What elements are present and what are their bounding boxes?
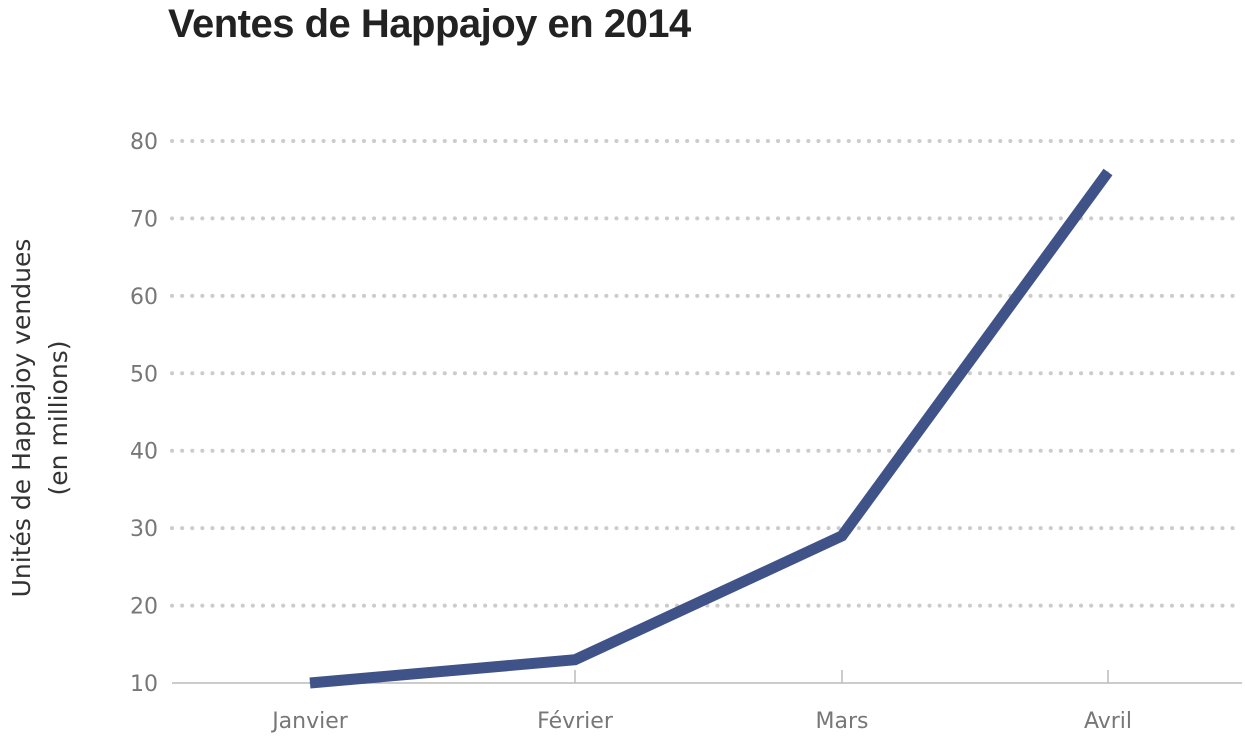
data-point xyxy=(1107,171,1109,173)
y-tick-label: 60 xyxy=(130,285,158,310)
y-tick-label: 40 xyxy=(130,440,158,465)
series-line xyxy=(309,168,1113,689)
chart-title: Ventes de Happajoy en 2014 xyxy=(168,2,691,46)
x-tick-label: Avril xyxy=(1084,709,1132,734)
data-point xyxy=(574,659,576,661)
x-tick-label: Janvier xyxy=(270,709,349,734)
series-group xyxy=(309,168,1113,689)
y-axis-ticks: 10 20 30 40 50 60 70 80 xyxy=(130,130,158,697)
y-tick-label: 70 xyxy=(130,207,158,232)
data-point xyxy=(841,535,843,537)
y-tick-label: 10 xyxy=(130,672,158,697)
x-tick-label: Février xyxy=(537,709,614,734)
y-axis-label: Unités de Happajoy vendues (en millions) xyxy=(7,239,73,598)
y-axis-label-line-2: (en millions) xyxy=(44,341,73,496)
x-tick-label: Mars xyxy=(816,709,869,734)
gridlines xyxy=(170,139,1244,608)
y-tick-label: 80 xyxy=(130,130,158,155)
y-tick-label: 30 xyxy=(130,517,158,542)
data-point xyxy=(309,682,311,684)
y-tick-label: 20 xyxy=(130,595,158,620)
y-tick-label: 50 xyxy=(130,362,158,387)
y-axis-label-line-1: Unités de Happajoy vendues xyxy=(7,239,36,598)
